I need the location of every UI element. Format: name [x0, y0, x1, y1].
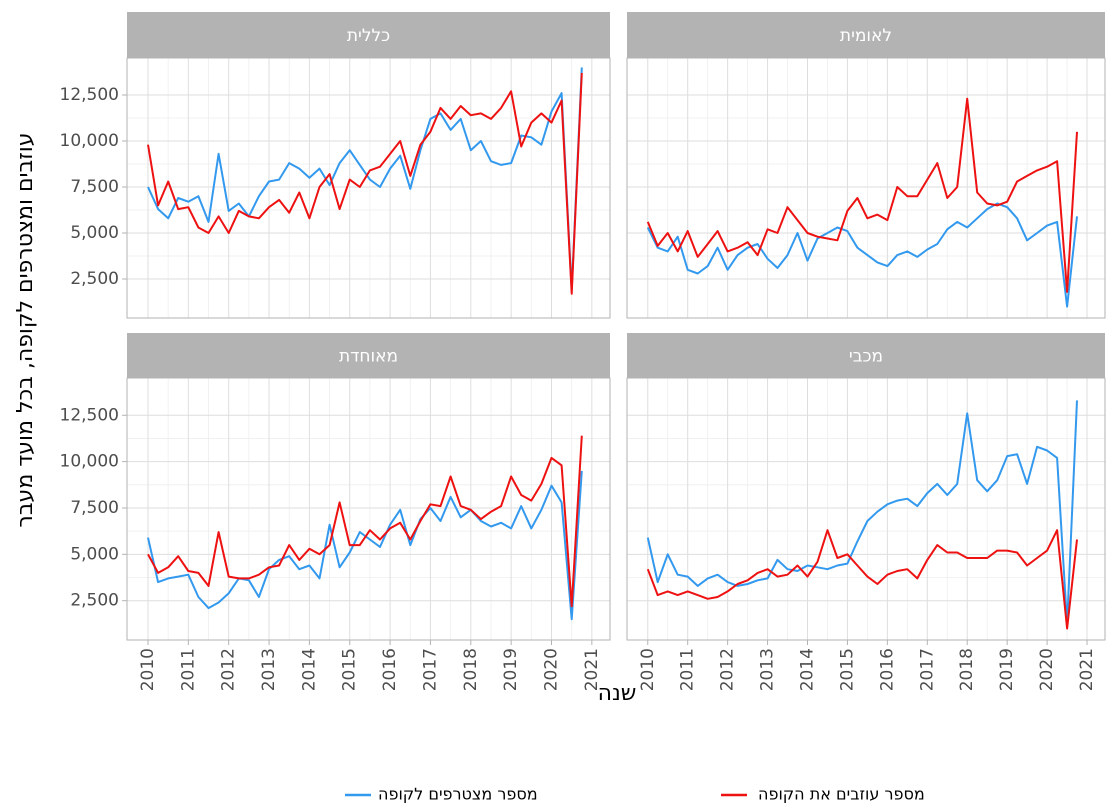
series-line	[147, 67, 583, 291]
y-tick-label: 10,000	[60, 452, 119, 472]
x-tick-label: 2013	[259, 648, 279, 691]
x-tick-label: 2020	[1037, 648, 1057, 691]
series-line	[646, 97, 1078, 293]
x-tick-label: 2017	[420, 648, 440, 691]
x-tick-label: 2010	[638, 648, 658, 691]
series-line	[147, 72, 583, 295]
strip-title: לאומית	[840, 26, 892, 46]
x-tick-label: 2015	[340, 648, 360, 691]
x-tick-label: 2013	[758, 648, 778, 691]
strip-title: מאוחדת	[339, 347, 398, 367]
y-tick-label: 5,000	[70, 544, 119, 564]
strip	[127, 333, 610, 378]
strip	[627, 12, 1105, 58]
x-axis-title: שנה	[598, 681, 637, 706]
strip-title: מכבי	[849, 347, 883, 367]
panel-border	[626, 377, 1106, 641]
strip	[127, 12, 610, 58]
x-tick-label: 2016	[380, 648, 400, 691]
panel-border	[126, 57, 611, 319]
x-tick-label: 2018	[957, 648, 977, 691]
y-tick-label: 2,500	[70, 269, 119, 289]
legend-label: מספר עוזבים את הקופה	[758, 785, 925, 804]
panel-border	[126, 377, 611, 641]
y-tick-label: 5,000	[70, 223, 119, 243]
x-tick-label: 2016	[877, 648, 897, 691]
x-tick-label: 2020	[541, 648, 561, 691]
x-tick-label: 2018	[461, 648, 481, 691]
legend-label: מספר מצטרפים לקופה	[378, 785, 538, 804]
x-tick-label: 2019	[997, 648, 1017, 691]
x-tick-label: 2021	[582, 648, 602, 691]
y-tick-label: 2,500	[70, 591, 119, 611]
x-tick-label: 2014	[299, 648, 319, 691]
x-tick-label: 2019	[501, 648, 521, 691]
y-tick-label: 10,000	[60, 131, 119, 151]
x-tick-label: 2012	[219, 648, 239, 691]
series-line	[147, 470, 583, 621]
series-line	[646, 400, 1078, 626]
strip-title: כללית	[347, 26, 390, 46]
series-line	[147, 435, 583, 608]
y-tick-label: 12,500	[60, 405, 119, 425]
y-axis-title: עוזבים ומצטרפים לקופה, בכל מועד מעבר	[13, 132, 38, 527]
y-tick-label: 7,500	[70, 498, 119, 518]
series-line	[646, 529, 1078, 630]
x-tick-label: 2010	[138, 648, 158, 691]
series-line	[646, 202, 1078, 308]
x-tick-label: 2015	[837, 648, 857, 691]
x-tick-label: 2012	[718, 648, 738, 691]
x-tick-label: 2011	[178, 648, 198, 691]
panel-border	[626, 57, 1106, 319]
y-tick-label: 7,500	[70, 177, 119, 197]
strip	[627, 333, 1105, 378]
x-tick-label: 2017	[917, 648, 937, 691]
x-tick-label: 2014	[797, 648, 817, 691]
x-tick-label: 2011	[678, 648, 698, 691]
x-tick-label: 2021	[1077, 648, 1097, 691]
y-tick-label: 12,500	[60, 85, 119, 105]
